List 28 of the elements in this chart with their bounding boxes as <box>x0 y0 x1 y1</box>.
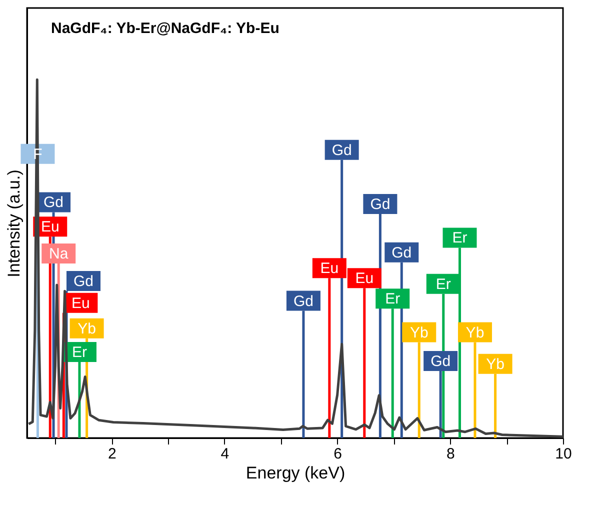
ref-line-label: Er <box>452 230 468 247</box>
x-tick-label: 10 <box>555 446 572 462</box>
ref-line-label: Gd <box>370 196 390 214</box>
x-tick-label: 6 <box>334 446 342 462</box>
chart-title: NaGdF₄: Yb-Er@NaGdF₄: Yb-Eu <box>51 20 280 37</box>
ref-line-label: Gd <box>332 142 352 159</box>
ref-line-label: Er <box>436 276 451 293</box>
ref-line-label: Yb <box>78 320 96 338</box>
ref-line-label: Eu <box>320 260 339 278</box>
x-tick-label: 4 <box>220 446 230 462</box>
ref-line-label: Eu <box>40 218 60 236</box>
ref-line-label: Er <box>385 290 400 308</box>
ref-line-label: Gd <box>73 273 94 290</box>
y-axis-title: Intensity (a.u.) <box>4 170 24 278</box>
x-tick-label: 8 <box>446 446 455 462</box>
ref-line-label: Yb <box>410 324 428 342</box>
ref-line-label: Eu <box>355 270 374 288</box>
ref-line-label: Er <box>72 344 87 361</box>
ref-line-label: Gd <box>293 292 314 310</box>
ref-line-label: Eu <box>71 294 90 312</box>
ref-line-label: Na <box>49 245 69 262</box>
ref-line-label: Yb <box>486 356 504 373</box>
x-axis-title: Energy (keV) <box>246 464 346 482</box>
x-tick-label: 2 <box>108 446 116 462</box>
ref-line-label: Gd <box>430 352 451 370</box>
ref-line-label: Gd <box>392 244 412 262</box>
ref-line-label: Yb <box>466 324 484 342</box>
ref-line-label: Gd <box>44 194 64 212</box>
